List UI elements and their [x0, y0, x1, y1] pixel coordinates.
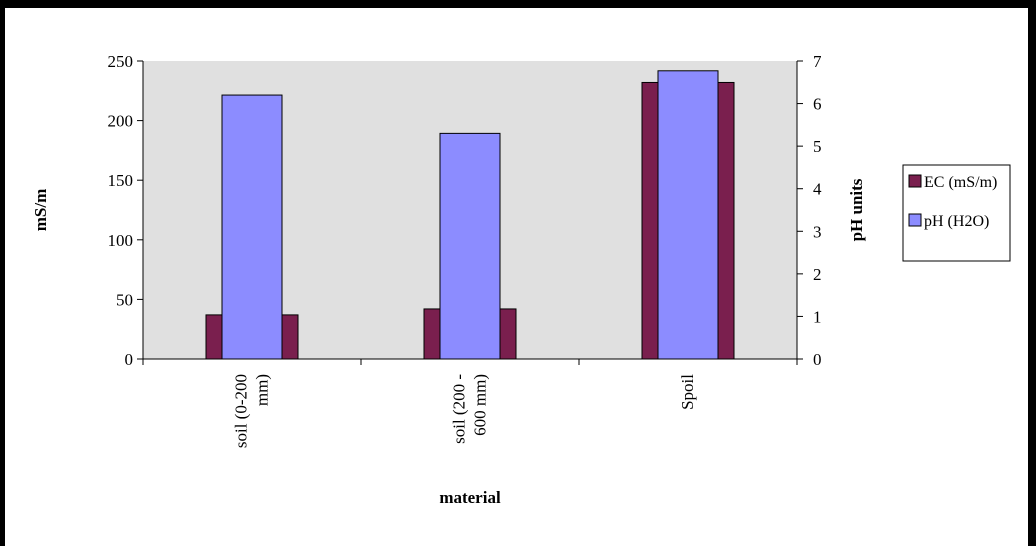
bar-ec-1-left: [423, 308, 441, 360]
bar-ec-1-right: [499, 308, 517, 360]
y2-tick-label: 5: [813, 137, 822, 156]
bar-ec-2-left: [641, 81, 659, 360]
x-tick-label: soil (0-200 mm): [232, 374, 272, 448]
bars-group: [205, 70, 735, 360]
y2-tick-label: 0: [813, 350, 822, 369]
x-tick-label-line: soil (200 -: [450, 374, 469, 444]
y2-tick-label: 7: [813, 52, 822, 71]
y2-tick-label: 1: [813, 307, 822, 326]
bar-ph-0: [221, 94, 283, 360]
bar-ec-0-left: [205, 314, 223, 360]
bar-ec-0-right: [281, 314, 299, 360]
x-axis-title: material: [439, 488, 501, 507]
bar-ph-2: [657, 70, 719, 360]
y-tick-label: 200: [108, 112, 134, 131]
y-tick-label: 250: [108, 52, 134, 71]
y2-axis-title: pH units: [847, 178, 866, 241]
y-tick-label: 150: [108, 171, 134, 190]
x-tick-label-line: 600 mm): [471, 374, 490, 436]
y2-tick-label: 2: [813, 265, 822, 284]
y-axis-title: mS/m: [31, 189, 50, 232]
y2-tick-label: 4: [813, 180, 822, 199]
legend-swatch: [908, 213, 922, 227]
legend-label: EC (mS/m): [924, 174, 997, 191]
x-tick-label-line: mm): [253, 374, 272, 406]
bar-ph-1: [439, 132, 501, 360]
x-tick-label-line: Spoil: [678, 374, 697, 410]
y-tick-label: 50: [116, 290, 133, 309]
y-tick-label: 0: [125, 350, 134, 369]
y-tick-label: 100: [108, 231, 134, 250]
legend-swatch: [908, 174, 922, 188]
legend: EC (mS/m) pH (H2O): [902, 164, 1011, 262]
x-tick-label-line: soil (0-200: [232, 374, 251, 448]
legend-label: pH (H2O): [924, 213, 989, 230]
bar-ec-2-right: [717, 81, 735, 360]
x-tick-label: Spoil: [678, 374, 697, 410]
axes-group: [142, 61, 798, 360]
y2-tick-label: 6: [813, 95, 822, 114]
x-tick-label: soil (200 -600 mm): [450, 374, 490, 444]
y2-tick-label: 3: [813, 222, 822, 241]
